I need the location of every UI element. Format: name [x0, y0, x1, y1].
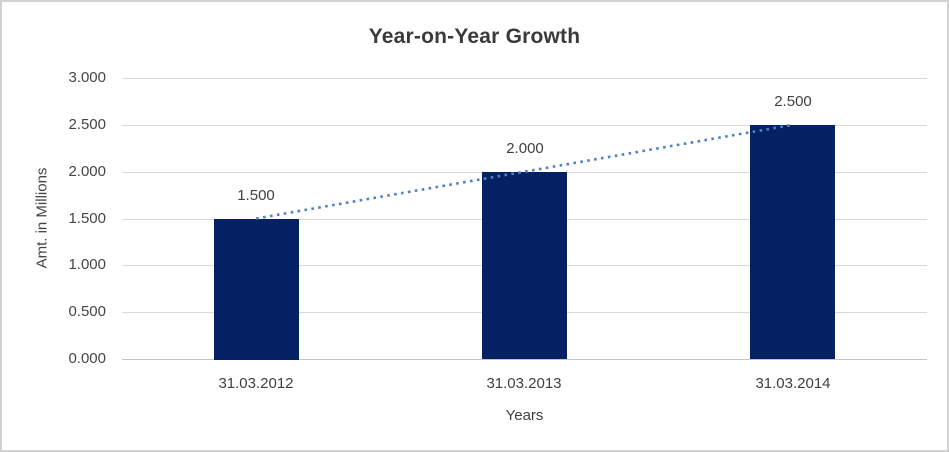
- y-tick-label: 2.000: [68, 163, 106, 180]
- gridline: [122, 78, 927, 79]
- bar-31.03.2013[interactable]: [482, 172, 567, 359]
- y-tick-label: 1.500: [68, 210, 106, 227]
- y-tick-label: 1.000: [68, 256, 106, 273]
- x-tick-label: 31.03.2013: [486, 375, 562, 392]
- chart-title: Year-on-Year Growth: [368, 25, 581, 48]
- x-axis-line: [122, 359, 927, 360]
- data-label: 2.000: [506, 140, 544, 157]
- x-tick-label: 31.03.2012: [218, 375, 294, 392]
- y-tick-label: 0.500: [68, 303, 106, 320]
- x-tick-label: 31.03.2014: [755, 375, 831, 392]
- bar-31.03.2012[interactable]: [214, 219, 299, 360]
- y-tick-label: 3.000: [68, 69, 106, 86]
- data-label: 1.500: [237, 187, 275, 204]
- bar-31.03.2014[interactable]: [750, 125, 835, 359]
- y-tick-label: 0.000: [68, 350, 106, 367]
- y-tick-label: 2.500: [68, 116, 106, 133]
- x-axis-title: Years: [505, 407, 544, 424]
- data-label: 2.500: [774, 93, 812, 110]
